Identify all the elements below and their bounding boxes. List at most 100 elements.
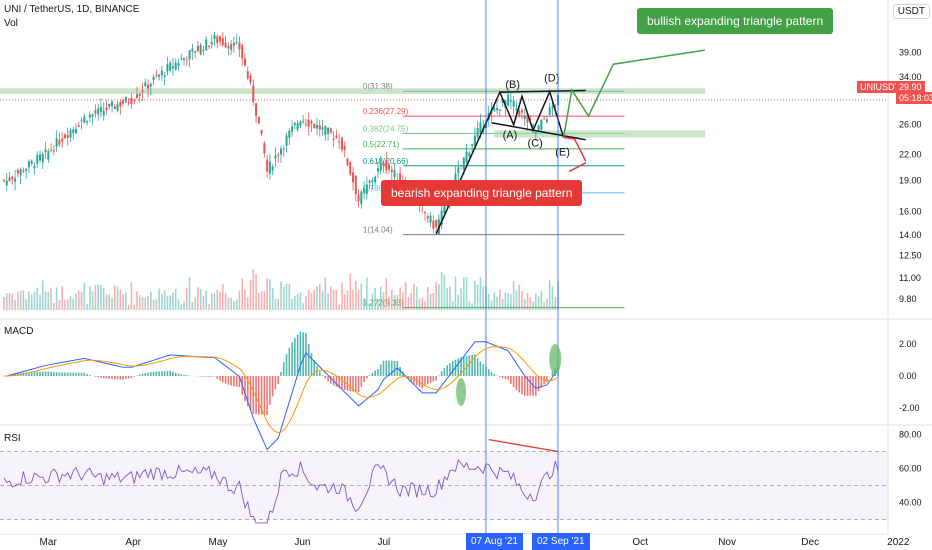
volume-bar <box>235 299 238 310</box>
candle-body <box>119 101 122 107</box>
candle-body <box>493 108 496 111</box>
candle-body <box>188 50 191 60</box>
candle-body <box>257 116 260 124</box>
time-label-9: Dec <box>801 537 819 548</box>
macd-histogram-bar <box>368 375 371 376</box>
volume-bar <box>119 289 122 310</box>
macd-histogram-bar <box>97 376 99 378</box>
volume-bar <box>130 281 133 310</box>
symbol-legend: UNI / TetherUS, 1D, BINANCE <box>4 4 140 15</box>
countdown-tag: 05:18:03 <box>896 92 932 104</box>
candle-body <box>75 128 78 134</box>
macd-histogram-bar <box>141 373 144 376</box>
volume-bar <box>271 287 274 310</box>
candle-body <box>216 36 219 43</box>
macd-histogram-bar <box>468 355 471 376</box>
volume-bar <box>136 291 138 310</box>
candle-body <box>235 41 238 43</box>
candle-body <box>202 49 205 51</box>
macd-histogram-bar <box>482 364 485 376</box>
volume-bar <box>147 296 149 310</box>
volume-bar <box>83 282 86 310</box>
candle-body <box>501 99 504 103</box>
macd-histogram-bar <box>294 337 296 376</box>
volume-bar <box>424 301 426 310</box>
volume-bar <box>263 291 266 310</box>
macd-histogram-bar <box>83 372 86 376</box>
candle-body <box>130 97 133 104</box>
macd-histogram-bar <box>521 376 523 395</box>
candle-body <box>105 107 108 111</box>
volume-bar <box>415 286 418 310</box>
macd-histogram-bar <box>443 368 446 376</box>
macd-histogram-bar <box>432 376 435 382</box>
bearish-callout[interactable]: bearish expanding triangle pattern <box>381 180 583 206</box>
candle-body <box>16 169 19 174</box>
fib-label-2: 0.382(24.75) <box>363 125 409 134</box>
volume-bar <box>474 280 476 310</box>
volume-bar <box>141 296 144 310</box>
volume-bar <box>385 278 388 310</box>
candle-body <box>63 134 66 139</box>
volume-bar <box>540 291 543 310</box>
macd-histogram-bar <box>399 366 401 376</box>
candle-body <box>113 106 116 109</box>
candle-body <box>66 134 69 138</box>
macd-histogram-bar <box>280 371 282 376</box>
volume-bar <box>546 298 548 310</box>
macd-histogram-bar <box>551 371 554 376</box>
candle-body <box>5 180 8 186</box>
candle-body <box>432 220 435 229</box>
macd-histogram-bar <box>127 376 130 379</box>
candle-body <box>83 116 86 123</box>
fib-label-0: 0(31.38) <box>363 82 393 91</box>
macd-histogram-bar <box>305 332 307 376</box>
macd-histogram-bar <box>25 372 27 376</box>
volume-bar <box>446 288 448 310</box>
volume-bar <box>213 292 216 310</box>
candle-body <box>88 114 91 118</box>
macd-histogram-bar <box>205 376 208 377</box>
candle-body <box>252 85 255 103</box>
macd-histogram-bar <box>213 376 216 377</box>
volume-bar <box>55 287 58 310</box>
macd-histogram-bar <box>39 371 41 376</box>
candle-body <box>58 140 61 145</box>
volume-bar <box>97 284 99 310</box>
macd-histogram-bar <box>161 371 163 376</box>
volume-bar <box>294 295 296 310</box>
macd-histogram-bar <box>274 376 277 390</box>
macd-histogram-bar <box>89 375 91 376</box>
macd-histogram-bar <box>476 358 479 376</box>
candle-body <box>171 66 174 69</box>
volume-bar <box>91 291 94 310</box>
volume-bar <box>219 291 221 310</box>
macd-histogram-bar <box>546 376 548 382</box>
macd-histogram-bar <box>463 356 465 376</box>
currency-button[interactable]: USDT <box>892 4 930 19</box>
volume-bar <box>352 289 354 310</box>
candle-body <box>166 64 169 72</box>
macd-histogram-bar <box>263 376 266 415</box>
time-label-1: Apr <box>125 537 141 548</box>
volume-bar <box>449 286 451 310</box>
macd-histogram-bar <box>485 366 487 376</box>
candle-body <box>177 63 180 66</box>
volume-bar <box>238 290 241 310</box>
volume-bar <box>354 280 357 310</box>
macd-histogram-bar <box>413 376 415 384</box>
candle-body <box>8 177 11 182</box>
candle-body <box>163 75 166 78</box>
volume-bar <box>144 297 147 310</box>
macd-histogram-bar <box>512 376 515 388</box>
candle-body <box>534 131 537 134</box>
time-label-3: Jun <box>294 537 310 548</box>
bullish-callout[interactable]: bullish expanding triangle pattern <box>637 8 834 34</box>
price-tick-5: 16.00 <box>899 206 922 216</box>
macd-histogram-bar <box>36 371 39 376</box>
candle-body <box>346 158 349 166</box>
macd-histogram-bar <box>285 354 288 376</box>
volume-bar <box>388 296 390 310</box>
candle-body <box>147 84 150 89</box>
